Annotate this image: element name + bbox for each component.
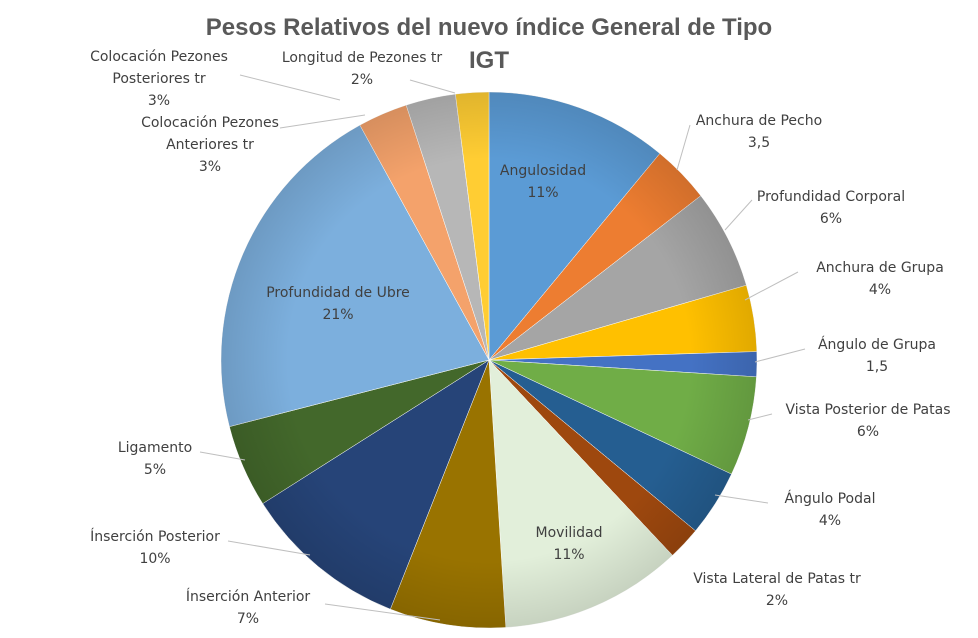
slice-label: Ángulo Podal [785,490,876,507]
slice-label: Posteriores tr [112,71,205,87]
slice-value-label: 11% [527,185,558,201]
slice-label: Vista Posterior de Patas [786,402,951,418]
slice-value-label: 2% [766,593,788,609]
slice-value-label: 5% [144,462,166,478]
slice-value-label: 2% [351,72,373,88]
leader-line [754,348,806,363]
leader-line [409,79,456,94]
slice-value-label: 10% [139,551,170,567]
slice-labels: Angulosidad 11% Anchura de Pecho 3,5 Profund… [90,49,950,627]
slice-label: Anchura de Grupa [816,260,944,276]
leader-line [676,124,691,171]
slice-label: Profundidad de Ubre [266,285,410,301]
leader-line [744,271,799,301]
slice-label: Anteriores tr [166,137,254,153]
slice-label: Anchura de Pecho [696,113,822,129]
slice-value-label: 7% [237,611,259,627]
chart-title-line2: IGT [469,47,509,74]
slice-value-label: 6% [857,424,879,440]
leader-line [747,413,773,421]
leader-line [714,494,769,504]
slice-label: Movilidad [536,525,603,541]
leader-line [279,114,366,129]
slice-value-label: 11% [553,547,584,563]
slice-value-label: 3% [199,159,221,175]
slice-label: Profundidad Corporal [757,189,905,205]
slice-label: Ligamento [118,440,192,456]
slice-label: Ángulo de Grupa [818,336,936,353]
slice-value-label: 4% [869,282,891,298]
slice-value-label: 3% [148,93,170,109]
pie-slices [220,91,758,629]
leader-line [724,199,753,231]
chart-title: Pesos Relativos del nuevo índice General… [206,14,772,41]
slice-value-label: 3,5 [748,135,770,151]
leader-line [199,451,246,461]
leader-line [324,603,441,621]
slice-value-label: 6% [820,211,842,227]
slice-label: Ínserción Posterior [90,528,220,545]
leader-lines [199,74,806,621]
leader-line [239,74,341,101]
slice-label: Longitud de Pezones tr [282,50,443,66]
slice-value-label: 1,5 [866,359,888,375]
slice-label: Colocación Pezones [141,115,279,131]
slice-value-label: 21% [322,307,353,323]
slice-label: Colocación Pezones [90,49,228,65]
leader-line [227,540,311,556]
slice-label: Vista Lateral de Patas tr [693,571,861,587]
slice-label: Angulosidad [500,163,586,179]
slice-label: Ínserción Anterior [186,588,311,605]
slice-value-label: 4% [819,513,841,529]
